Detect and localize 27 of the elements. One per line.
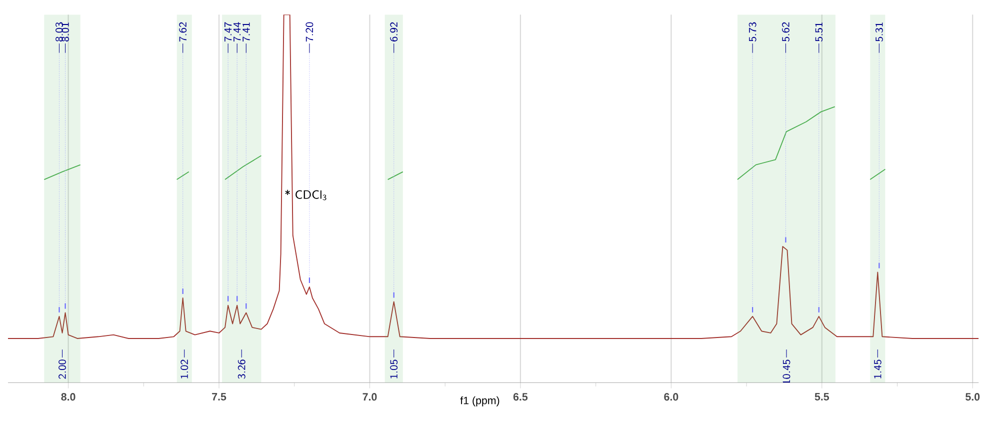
- annotation: 7.62: [179, 22, 187, 42]
- x-tick-label: 7.0: [362, 393, 377, 401]
- annotation: 7.47: [224, 22, 232, 42]
- band-label: 3.26: [238, 360, 246, 379]
- x-axis-title: f1 (ppm): [460, 396, 500, 406]
- x-tick-label: 5.5: [814, 393, 829, 400]
- annotation: 8.01: [62, 22, 70, 42]
- annotation: 5.31: [875, 22, 883, 42]
- annotation: 8.03: [56, 22, 63, 42]
- annotation: * CDCl$_{3}$: [285, 190, 326, 200]
- band-label: 10.45: [782, 360, 790, 384]
- annotation: 7.41: [242, 22, 250, 42]
- band-label: 1.02: [180, 360, 188, 378]
- band-label: 1.45: [874, 360, 882, 378]
- band-label: 2.00: [58, 360, 66, 379]
- annotation: 7.44: [234, 22, 241, 42]
- band-label: 1.05: [390, 360, 398, 378]
- x-tick-label: 8.0: [61, 393, 76, 401]
- annotation: 7.20: [306, 22, 314, 42]
- annotation: 6.92: [390, 22, 398, 42]
- x-tick-label: 5.0: [966, 393, 980, 401]
- x-tick-label: 7.5: [212, 393, 226, 400]
- annotation: 5.51: [815, 22, 823, 42]
- annotation: 5.73: [748, 22, 756, 42]
- x-tick-label: 6.5: [513, 393, 528, 401]
- x-tick-label: 6.0: [664, 393, 678, 401]
- annotation: 5.62: [782, 22, 790, 42]
